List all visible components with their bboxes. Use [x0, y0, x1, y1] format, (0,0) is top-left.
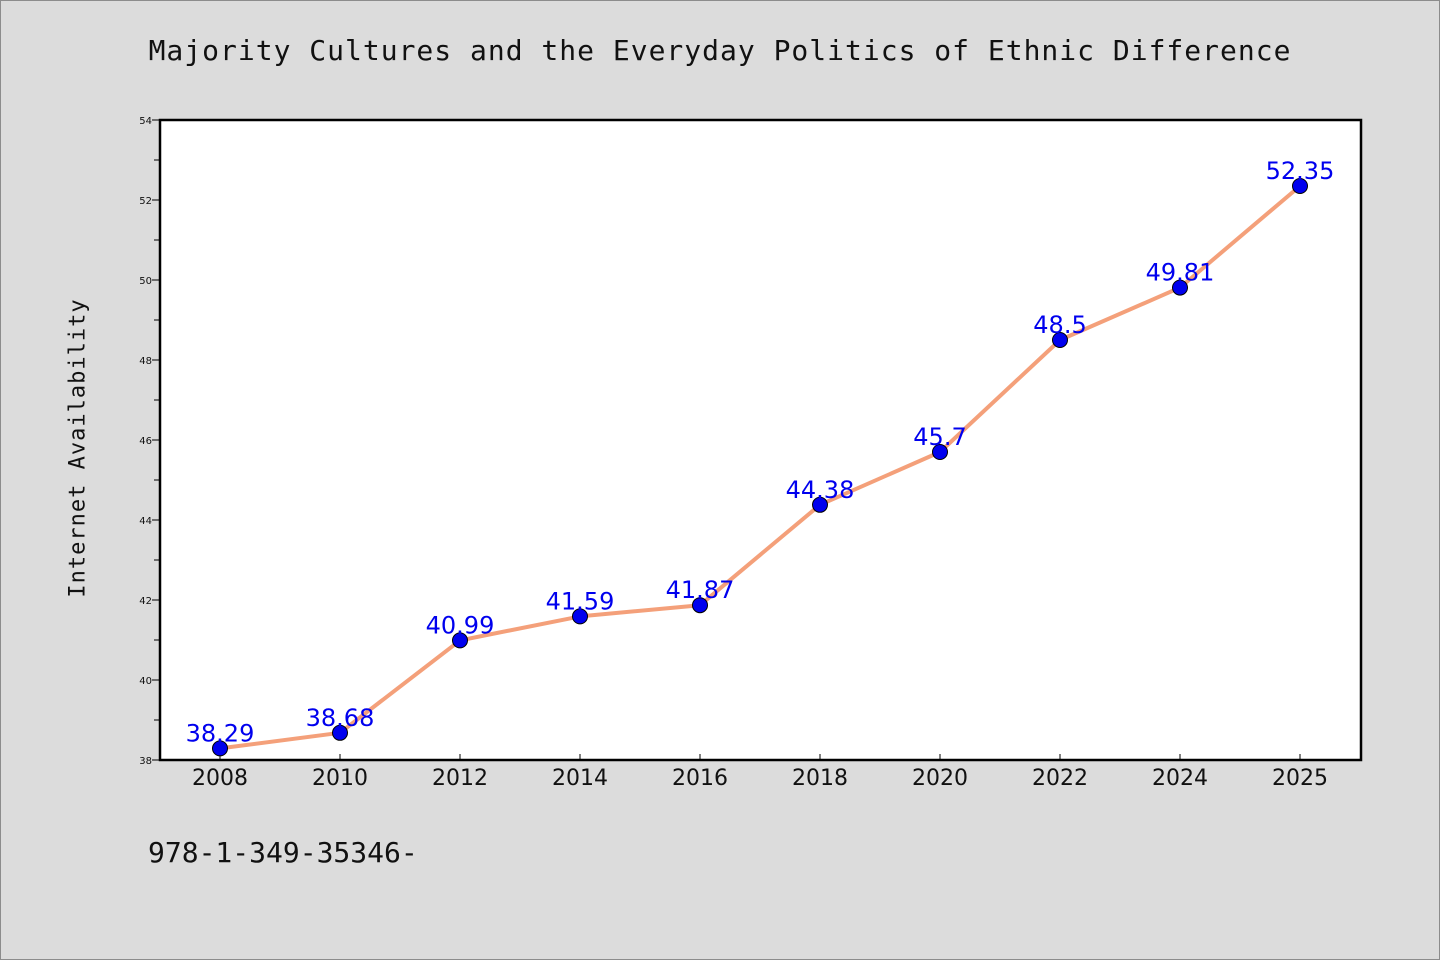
plot-area: [158, 118, 1363, 762]
y-tick-label: 44: [139, 516, 152, 527]
y-tick-label: 40: [139, 676, 152, 687]
x-tick-label: 2008: [192, 766, 248, 791]
data-point: [812, 496, 828, 513]
y-tick-label: 50: [139, 276, 152, 287]
data-label: 38.29: [186, 719, 255, 747]
data-label: 45.7: [913, 423, 966, 451]
x-tick-label: 2014: [552, 766, 608, 791]
y-tick-label: 42: [139, 596, 152, 607]
y-tick-label: 48: [139, 356, 152, 367]
data-point: [212, 740, 228, 757]
x-axis: 2008 2010 2012 2014 2016 2018 2020 2022 2024 2025: [192, 754, 1328, 791]
series-layer: [218, 184, 1302, 751]
y-tick-label: 38: [139, 756, 152, 767]
y-tick-label: 54: [139, 116, 152, 127]
data-label: 38.68: [306, 704, 375, 732]
data-label: 52.35: [1266, 157, 1335, 185]
x-tick-label: 2012: [432, 766, 488, 791]
marker-layer: [212, 178, 1308, 757]
x-tick-label: 2025: [1272, 766, 1328, 791]
data-point: [1172, 279, 1188, 296]
data-point: [1292, 178, 1308, 194]
x-tick-label: 2016: [672, 766, 728, 791]
data-label: 41.59: [546, 587, 615, 615]
data-point: [572, 608, 588, 625]
data-point: [332, 724, 348, 741]
y-axis: 38 40 42 44 46 48 50 52 54: [139, 116, 160, 767]
data-label: 44.38: [786, 476, 855, 504]
data-point: [692, 597, 708, 614]
x-tick-label: 2018: [792, 766, 848, 791]
footer-code: 978-1-349-35346-: [148, 836, 418, 869]
data-label: 40.99: [426, 611, 495, 639]
data-point: [452, 632, 468, 649]
y-tick-label: 46: [139, 436, 152, 447]
x-tick-label: 2020: [912, 766, 968, 791]
data-label-layer: 38.29 38.68 40.99 41.59 41.87 44.38 45.7 48.5 49…: [186, 157, 1335, 747]
chart-title: Majority Cultures and the Everyday Polit…: [148, 34, 1292, 67]
x-tick-label: 2022: [1032, 766, 1088, 791]
series-line: [218, 184, 1302, 751]
data-point: [932, 444, 948, 460]
x-tick-label: 2010: [312, 766, 368, 791]
y-tick-label: 52: [139, 196, 152, 207]
data-point: [1052, 332, 1068, 348]
data-label: 49.81: [1146, 259, 1215, 287]
data-label: 48.5: [1033, 311, 1086, 339]
data-label: 41.87: [666, 576, 735, 604]
x-tick-label: 2024: [1152, 766, 1208, 791]
